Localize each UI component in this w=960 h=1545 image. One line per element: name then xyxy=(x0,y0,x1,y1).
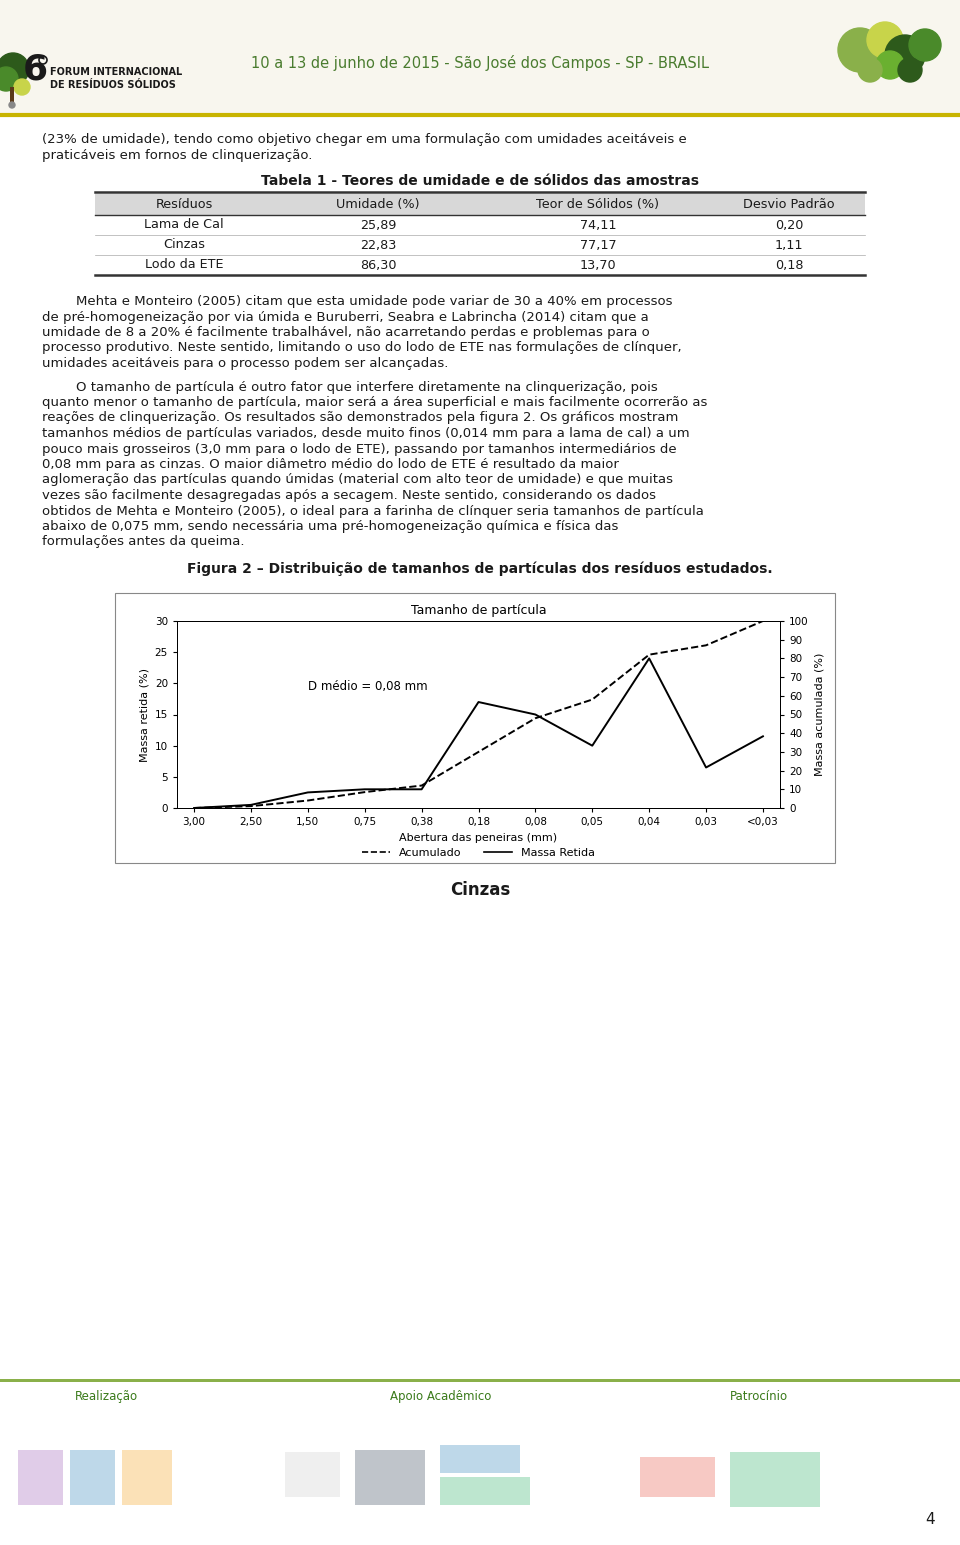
Bar xyxy=(285,1452,340,1497)
Text: praticáveis em fornos de clinquerização.: praticáveis em fornos de clinquerização. xyxy=(42,148,312,162)
Text: pouco mais grosseiros (3,0 mm para o lodo de ETE), passando por tamanhos interme: pouco mais grosseiros (3,0 mm para o lod… xyxy=(42,442,677,456)
Circle shape xyxy=(867,22,903,59)
Text: 22,83: 22,83 xyxy=(360,238,396,252)
Bar xyxy=(70,1451,115,1505)
Y-axis label: Massa retida (%): Massa retida (%) xyxy=(139,667,149,762)
Circle shape xyxy=(876,51,904,79)
Text: abaixo de 0,075 mm, sendo necessária uma pré-homogeneização química e física das: abaixo de 0,075 mm, sendo necessária uma… xyxy=(42,521,618,533)
Bar xyxy=(18,1451,63,1505)
Text: obtidos de Mehta e Monteiro (2005), o ideal para a farinha de clínquer seria tam: obtidos de Mehta e Monteiro (2005), o id… xyxy=(42,505,704,518)
Text: reações de clinquerização. Os resultados são demonstrados pela figura 2. Os gráf: reações de clinquerização. Os resultados… xyxy=(42,411,679,425)
Bar xyxy=(122,1451,172,1505)
Text: 4: 4 xyxy=(925,1513,935,1528)
Bar xyxy=(0,1380,960,1381)
Circle shape xyxy=(858,59,882,82)
Text: Apoio Acadêmico: Apoio Acadêmico xyxy=(390,1390,492,1403)
Text: Patrocínio: Patrocínio xyxy=(730,1390,788,1403)
Text: Tabela 1 - Teores de umidade e de sólidos das amostras: Tabela 1 - Teores de umidade e de sólido… xyxy=(261,175,699,188)
Text: Figura 2 – Distribuição de tamanhos de partículas dos resíduos estudados.: Figura 2 – Distribuição de tamanhos de p… xyxy=(187,561,773,575)
Text: 0,08 mm para as cinzas. O maior diâmetro médio do lodo de ETE é resultado da mai: 0,08 mm para as cinzas. O maior diâmetro… xyxy=(42,457,619,471)
Text: 13,70: 13,70 xyxy=(580,258,616,272)
Circle shape xyxy=(898,59,922,82)
Title: Tamanho de partícula: Tamanho de partícula xyxy=(411,604,546,616)
Circle shape xyxy=(885,36,925,76)
Text: 0,20: 0,20 xyxy=(775,218,804,232)
Bar xyxy=(730,1452,820,1506)
Text: Umidade (%): Umidade (%) xyxy=(336,198,420,212)
Text: Teor de Sólidos (%): Teor de Sólidos (%) xyxy=(537,198,660,212)
X-axis label: Abertura das peneiras (mm): Abertura das peneiras (mm) xyxy=(399,833,558,842)
Circle shape xyxy=(14,79,30,94)
Text: tamanhos médios de partículas variados, desde muito finos (0,014 mm para a lama : tamanhos médios de partículas variados, … xyxy=(42,426,689,440)
Text: O tamanho de partícula é outro fator que interfere diretamente na clinquerização: O tamanho de partícula é outro fator que… xyxy=(42,380,658,394)
Text: vezes são facilmente desagregadas após a secagem. Neste sentido, considerando os: vezes são facilmente desagregadas após a… xyxy=(42,490,656,502)
Y-axis label: Massa acumulada (%): Massa acumulada (%) xyxy=(814,654,825,776)
Text: 86,30: 86,30 xyxy=(360,258,396,272)
Circle shape xyxy=(838,28,882,73)
Text: quanto menor o tamanho de partícula, maior será a área superficial e mais facilm: quanto menor o tamanho de partícula, mai… xyxy=(42,396,708,409)
Text: Cinzas: Cinzas xyxy=(163,238,205,252)
Bar xyxy=(0,0,960,114)
Text: Realização: Realização xyxy=(75,1390,138,1403)
Bar xyxy=(95,195,865,215)
Text: umidade de 8 a 20% é facilmente trabalhável, não acarretando perdas e problemas : umidade de 8 a 20% é facilmente trabalhá… xyxy=(42,326,650,338)
Text: de pré-homogeneização por via úmida e Buruberri, Seabra e Labrincha (2014) citam: de pré-homogeneização por via úmida e Bu… xyxy=(42,311,649,323)
Text: (23% de umidade), tendo como objetivo chegar em uma formulação com umidades acei: (23% de umidade), tendo como objetivo ch… xyxy=(42,133,686,145)
Text: FORUM INTERNACIONAL: FORUM INTERNACIONAL xyxy=(50,66,182,77)
Text: Cinzas: Cinzas xyxy=(450,881,510,899)
Circle shape xyxy=(0,53,29,85)
Bar xyxy=(355,1451,425,1505)
Text: formulações antes da queima.: formulações antes da queima. xyxy=(42,536,245,548)
Text: 1,11: 1,11 xyxy=(775,238,804,252)
Text: 74,11: 74,11 xyxy=(580,218,616,232)
Text: umidades aceitáveis para o processo podem ser alcançadas.: umidades aceitáveis para o processo pode… xyxy=(42,357,448,369)
Text: D médio = 0,08 mm: D médio = 0,08 mm xyxy=(308,680,427,692)
Circle shape xyxy=(909,29,941,60)
Text: 25,89: 25,89 xyxy=(360,218,396,232)
Text: Desvio Padrão: Desvio Padrão xyxy=(743,198,835,212)
Circle shape xyxy=(0,66,18,91)
Bar xyxy=(440,1477,530,1505)
Text: aglomeração das partículas quando úmidas (material com alto teor de umidade) e q: aglomeração das partículas quando úmidas… xyxy=(42,473,673,487)
Bar xyxy=(10,87,14,105)
Bar xyxy=(640,1457,715,1497)
Text: 6: 6 xyxy=(22,53,48,87)
Text: 10 a 13 de junho de 2015 - São José dos Campos - SP - BRASIL: 10 a 13 de junho de 2015 - São José dos … xyxy=(251,56,709,71)
Text: Resíduos: Resíduos xyxy=(156,198,213,212)
Legend: Acumulado, Massa Retida: Acumulado, Massa Retida xyxy=(358,844,599,862)
Bar xyxy=(440,1445,520,1472)
Text: 0,18: 0,18 xyxy=(775,258,804,272)
Text: Mehta e Monteiro (2005) citam que esta umidade pode variar de 30 a 40% em proces: Mehta e Monteiro (2005) citam que esta u… xyxy=(42,295,673,307)
Text: Lodo da ETE: Lodo da ETE xyxy=(145,258,224,272)
Text: Lama de Cal: Lama de Cal xyxy=(144,218,224,232)
Text: 77,17: 77,17 xyxy=(580,238,616,252)
Circle shape xyxy=(9,102,15,108)
Text: processo produtivo. Neste sentido, limitando o uso do lodo de ETE nas formulaçõe: processo produtivo. Neste sentido, limit… xyxy=(42,341,682,354)
Text: DE RESÍDUOS SÓLIDOS: DE RESÍDUOS SÓLIDOS xyxy=(50,80,176,90)
